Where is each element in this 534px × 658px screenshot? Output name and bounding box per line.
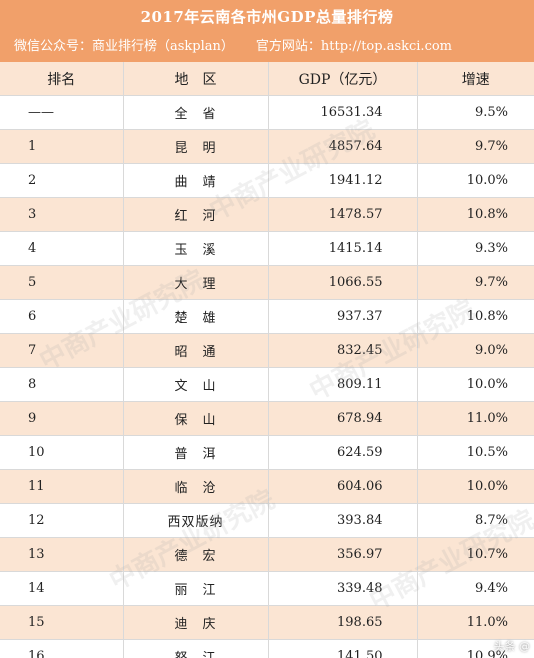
header-rank: 排名 bbox=[0, 62, 124, 96]
cell-rank: 1 bbox=[0, 129, 124, 164]
cell-rank: 9 bbox=[0, 401, 124, 436]
cell-region: 西双版纳 bbox=[123, 503, 269, 538]
cell-region: 曲 靖 bbox=[123, 163, 269, 198]
cell-rank: 7 bbox=[0, 333, 124, 368]
cell-region: 迪 庆 bbox=[123, 605, 269, 640]
cell-region: 红 河 bbox=[123, 197, 269, 232]
cell-region: 丽 江 bbox=[123, 571, 269, 606]
cell-growth: 9.3% bbox=[417, 231, 534, 266]
cell-region: 全 省 bbox=[123, 95, 269, 130]
cell-growth: 8.7% bbox=[417, 503, 534, 538]
cell-growth: 11.0% bbox=[417, 605, 534, 640]
cell-gdp: 832.45 bbox=[268, 333, 418, 368]
table-row: —— 全 省 16531.34 9.5% bbox=[0, 95, 534, 130]
cell-growth: 10.9% bbox=[417, 639, 534, 658]
cell-rank: 13 bbox=[0, 537, 124, 572]
cell-region: 昆 明 bbox=[123, 129, 269, 164]
table-body: —— 全 省 16531.34 9.5% 1 昆 明 4857.64 9.7% 2 曲 靖 1941… bbox=[0, 95, 534, 658]
cell-gdp: 4857.64 bbox=[268, 129, 418, 164]
cell-gdp: 198.65 bbox=[268, 605, 418, 640]
cell-rank: 16 bbox=[0, 639, 124, 658]
cell-rank: 4 bbox=[0, 231, 124, 266]
corner-source-mark: 头条 @ bbox=[493, 640, 531, 653]
cell-gdp: 356.97 bbox=[268, 537, 418, 572]
cell-growth: 10.0% bbox=[417, 469, 534, 504]
table-row: 13 德 宏 356.97 10.7% bbox=[0, 537, 534, 572]
header-growth: 增速 bbox=[417, 62, 534, 96]
table-row: 12 西双版纳 393.84 8.7% bbox=[0, 503, 534, 538]
table-row: 15 迪 庆 198.65 11.0% bbox=[0, 605, 534, 640]
cell-rank: 14 bbox=[0, 571, 124, 606]
cell-region: 怒 江 bbox=[123, 639, 269, 658]
cell-growth: 10.0% bbox=[417, 367, 534, 402]
cell-growth: 10.5% bbox=[417, 435, 534, 470]
cell-gdp: 1066.55 bbox=[268, 265, 418, 300]
cell-rank: —— bbox=[0, 95, 124, 130]
cell-growth: 9.7% bbox=[417, 265, 534, 300]
table-row: 14 丽 江 339.48 9.4% bbox=[0, 571, 534, 606]
cell-growth: 9.7% bbox=[417, 129, 534, 164]
cell-gdp: 678.94 bbox=[268, 401, 418, 436]
cell-gdp: 339.48 bbox=[268, 571, 418, 606]
cell-rank: 11 bbox=[0, 469, 124, 504]
cell-region: 玉 溪 bbox=[123, 231, 269, 266]
cell-region: 普 洱 bbox=[123, 435, 269, 470]
cell-growth: 9.5% bbox=[417, 95, 534, 130]
cell-rank: 5 bbox=[0, 265, 124, 300]
cell-rank: 2 bbox=[0, 163, 124, 198]
cell-growth: 9.0% bbox=[417, 333, 534, 368]
website-text: 官方网站：http://top.askci.com bbox=[255, 39, 452, 54]
cell-gdp: 141.50 bbox=[268, 639, 418, 658]
cell-region: 保 山 bbox=[123, 401, 269, 436]
cell-region: 文 山 bbox=[123, 367, 269, 402]
header-banner: 2017年云南各市州GDP总量排行榜 微信公众号：商业排行榜（askplan） 官… bbox=[0, 0, 534, 62]
cell-rank: 8 bbox=[0, 367, 124, 402]
cell-gdp: 393.84 bbox=[268, 503, 418, 538]
cell-growth: 10.8% bbox=[417, 299, 534, 334]
cell-gdp: 16531.34 bbox=[268, 95, 418, 130]
cell-rank: 6 bbox=[0, 299, 124, 334]
cell-gdp: 937.37 bbox=[268, 299, 418, 334]
cell-growth: 11.0% bbox=[417, 401, 534, 436]
cell-growth: 10.8% bbox=[417, 197, 534, 232]
cell-gdp: 1941.12 bbox=[268, 163, 418, 198]
header-gdp: GDP（亿元） bbox=[268, 62, 418, 96]
cell-growth: 10.0% bbox=[417, 163, 534, 198]
cell-region: 楚 雄 bbox=[123, 299, 269, 334]
cell-growth: 10.7% bbox=[417, 537, 534, 572]
subtitle-line: 微信公众号：商业排行榜（askplan） 官方网站：http://top.askc… bbox=[0, 34, 534, 62]
cell-gdp: 624.59 bbox=[268, 435, 418, 470]
table-header-row: 排名 地 区 GDP（亿元） 增速 bbox=[0, 62, 534, 96]
cell-region: 临 沧 bbox=[123, 469, 269, 504]
cell-gdp: 604.06 bbox=[268, 469, 418, 504]
cell-region: 昭 通 bbox=[123, 333, 269, 368]
cell-gdp: 809.11 bbox=[268, 367, 418, 402]
table-row: 10 普 洱 624.59 10.5% bbox=[0, 435, 534, 470]
cell-growth: 9.4% bbox=[417, 571, 534, 606]
cell-region: 大 理 bbox=[123, 265, 269, 300]
cell-region: 德 宏 bbox=[123, 537, 269, 572]
header-region: 地 区 bbox=[123, 62, 269, 96]
table-row: 11 临 沧 604.06 10.0% bbox=[0, 469, 534, 504]
cell-gdp: 1478.57 bbox=[268, 197, 418, 232]
cell-rank: 12 bbox=[0, 503, 124, 538]
cell-gdp: 1415.14 bbox=[268, 231, 418, 266]
cell-rank: 3 bbox=[0, 197, 124, 232]
page-title: 2017年云南各市州GDP总量排行榜 bbox=[140, 8, 394, 26]
cell-rank: 15 bbox=[0, 605, 124, 640]
wechat-account-text: 微信公众号：商业排行榜（askplan） bbox=[14, 39, 234, 54]
cell-rank: 10 bbox=[0, 435, 124, 470]
